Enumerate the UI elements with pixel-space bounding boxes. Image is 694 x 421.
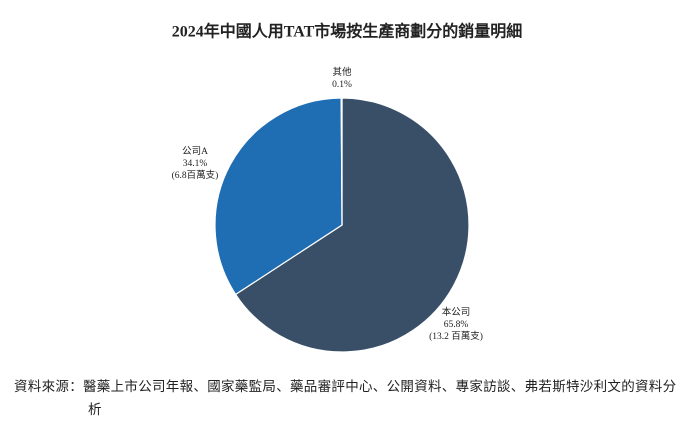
slice-label: 公司A [182, 146, 208, 157]
slice-value-label: 0.1% [332, 80, 352, 90]
slice-detail-label: (6.8百萬支) [172, 169, 219, 181]
source-note: 資料來源：醫藥上市公司年報、國家藥監局、藥品審評中心、公開資料、專家訪談、弗若斯… [14, 379, 677, 417]
slice-label: 本公司 [442, 306, 471, 318]
slice-value-label: 65.8% [444, 320, 469, 330]
chart-title: 2024年中國人用TAT市場按生產商劃分的銷量明細 [172, 22, 523, 41]
slice-label: 其他 [332, 66, 352, 78]
slice-detail-label: (13.2 百萬支) [429, 330, 483, 342]
pie-slice [214, 97, 343, 296]
slice-value-label: 34.1% [183, 159, 208, 169]
pie-slice [340, 97, 343, 226]
chart: 2024年中國人用TAT市場按生產商劃分的銷量明細 本公司 65.8%(13.2 … [172, 22, 523, 353]
pie-slice [234, 97, 470, 353]
